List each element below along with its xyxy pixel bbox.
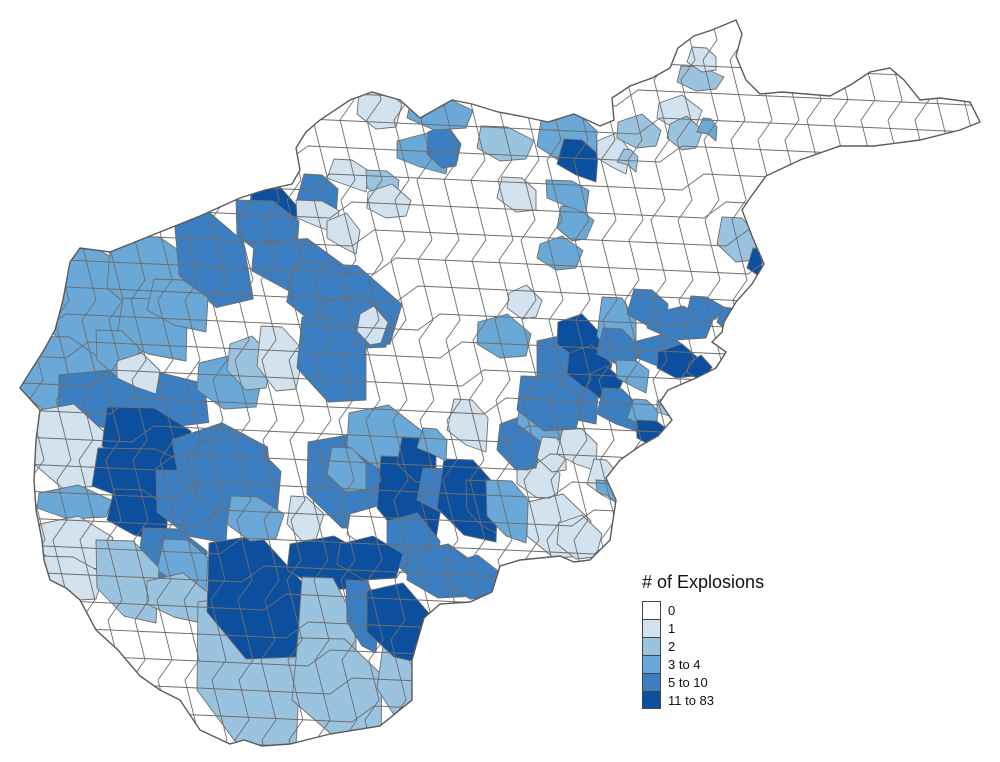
legend-row-3: 3 to 4: [642, 655, 842, 673]
district-boundary-26: [1, 0, 19, 760]
legend-label-2: 2: [668, 638, 676, 654]
district-boundary-62: [936, 20, 956, 746]
district-boundary-40: [364, 20, 384, 746]
district-16: [116, 352, 161, 395]
legend-swatch-5: [642, 691, 661, 709]
legend-row-2: 2: [642, 637, 842, 655]
district-83: [686, 295, 725, 322]
legend-row-4: 5 to 10: [642, 673, 842, 691]
map-legend: # of Explosions 0 1 2 3 to 4 5 to 10 11 …: [642, 572, 842, 709]
district-115: [326, 212, 361, 255]
legend-row-5: 11 to 83: [642, 691, 842, 709]
district-59: [446, 398, 489, 453]
district-112: [696, 117, 718, 142]
district-104: [556, 138, 599, 183]
district-95: [326, 158, 369, 193]
legend-rows: 0 1 2 3 to 4 5 to 10 11 to 83: [642, 601, 842, 709]
district-boundary-60: [884, 20, 904, 746]
legend-title: # of Explosions: [642, 572, 765, 592]
legend-swatch-3: [642, 655, 661, 673]
legend-swatch-2: [642, 637, 661, 655]
legend-label-0: 0: [668, 602, 676, 618]
district-10: [356, 305, 389, 346]
district-91: [536, 235, 584, 271]
legend-label-4: 5 to 10: [668, 674, 708, 690]
district-18: [36, 484, 113, 520]
district-boundary-25: [20, 733, 980, 746]
legend-swatch-1: [642, 619, 661, 637]
legend-label-3: 3 to 4: [668, 656, 701, 672]
district-boundary-59: [858, 20, 878, 746]
district-boundary-1: [20, 61, 980, 79]
district-boundary-6: [20, 201, 980, 219]
district-109: [666, 115, 704, 151]
district-boundary-39: [338, 20, 358, 746]
district-88: [656, 392, 691, 425]
district-boundary-41: [390, 20, 410, 746]
legend-label-1: 1: [668, 620, 676, 636]
legend-row-1: 1: [642, 619, 842, 637]
district-89: [476, 313, 532, 359]
district-107: [616, 113, 662, 149]
district-90: [506, 284, 543, 320]
legend-swatch-4: [642, 673, 661, 691]
district-3: [173, 212, 254, 308]
district-14: [146, 278, 209, 333]
district-boundary-63: [962, 20, 980, 746]
legend-swatch-0: [642, 601, 661, 619]
district-101: [476, 125, 535, 162]
district-boundary-2: [20, 89, 980, 107]
legend-row-0: 0: [642, 601, 842, 619]
district-40: [291, 637, 383, 742]
legend-label-5: 11 to 83: [668, 692, 715, 708]
district-boundary-61: [910, 20, 930, 746]
district-boundary-5: [20, 173, 980, 191]
district-38: [226, 495, 285, 542]
